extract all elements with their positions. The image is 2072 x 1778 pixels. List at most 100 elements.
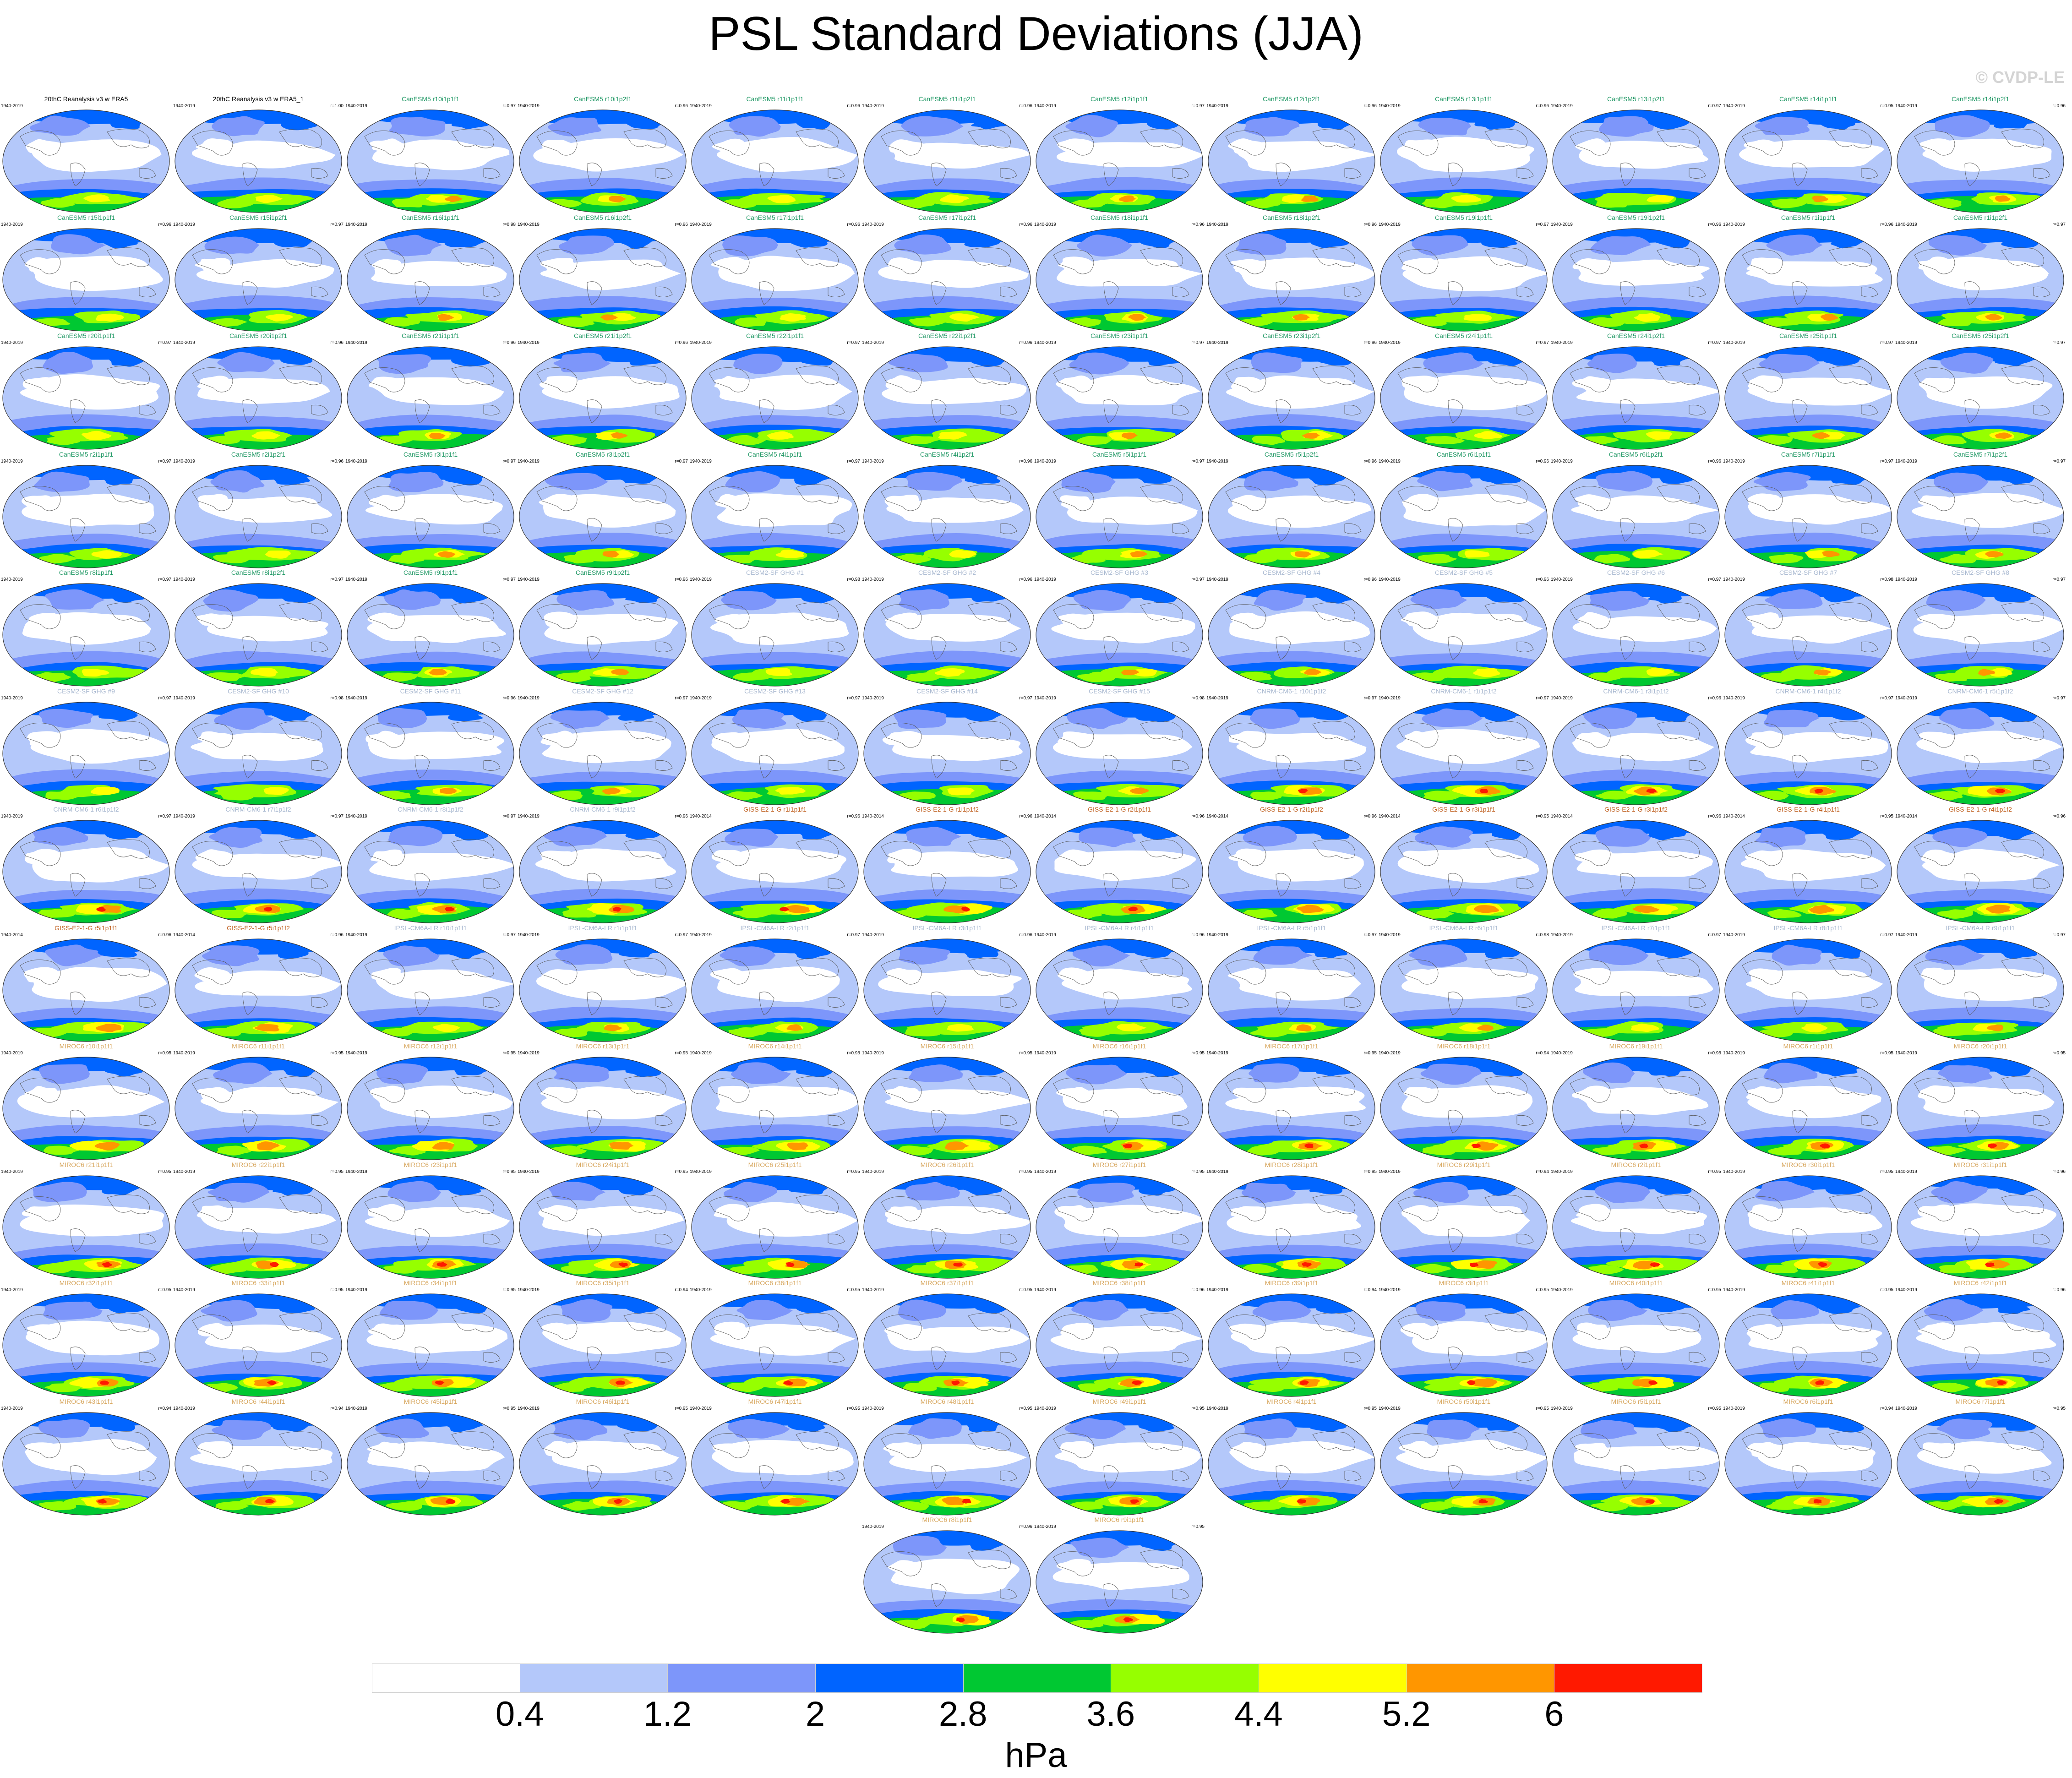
map-panel: MIROC6 r50i1p1f1 1940-2019 r=0.95 xyxy=(1378,1398,1550,1517)
panel-period: 1940-2019 xyxy=(1551,695,1573,701)
panel-pattern-correlation: r=0.94 xyxy=(330,1406,344,1411)
contour-region xyxy=(376,969,514,999)
contour-region xyxy=(1252,436,1286,445)
contour-region xyxy=(1056,1087,1091,1102)
contour-region xyxy=(731,1062,791,1084)
psl-stddev-map xyxy=(1036,1057,1203,1160)
panel-period: 1940-2019 xyxy=(1034,1169,1056,1174)
contour-region xyxy=(22,1206,63,1220)
panel-period: 1940-2019 xyxy=(862,1169,884,1174)
panel-pattern-correlation: r=0.97 xyxy=(158,340,171,345)
panel-pattern-correlation: r=0.97 xyxy=(1708,104,1721,109)
map-panel: IPSL-CM6A-LR r7i1p1f1 1940-2019 r=0.97 xyxy=(1550,924,1722,1043)
contour-region xyxy=(1572,376,1614,392)
map-panel: CanESM5 r2i1p1f1 1940-2019 r=0.97 xyxy=(0,451,172,570)
contour-region xyxy=(1985,313,2002,321)
contour-region xyxy=(908,317,946,327)
contour-region xyxy=(1071,1300,1129,1321)
map-boundary xyxy=(519,346,687,450)
psl-stddev-map xyxy=(1036,1412,1203,1516)
panel-period: 1940-2019 xyxy=(1895,1406,1917,1411)
map-boundary xyxy=(1380,228,1548,332)
panel-title: CESM2-SF GHG #10 xyxy=(228,687,289,695)
contour-region xyxy=(717,1085,748,1102)
map-boundary xyxy=(1380,1057,1548,1160)
panel-period: 1940-2019 xyxy=(1034,104,1056,109)
map-panel: IPSL-CM6A-LR r4i1p1f1 1940-2019 r=0.96 xyxy=(1033,924,1205,1043)
contour-region xyxy=(541,1322,579,1338)
contour-region xyxy=(556,590,615,611)
map-panel: CanESM5 r11i1p1f1 1940-2019 r=0.96 xyxy=(689,95,861,214)
contour-region xyxy=(1405,139,1439,155)
contour-region xyxy=(214,1500,249,1510)
contour-region xyxy=(538,1205,577,1221)
contour-region xyxy=(196,1205,234,1221)
coastline xyxy=(192,957,328,1015)
contour-region xyxy=(1747,493,1787,508)
contour-region xyxy=(102,471,136,485)
contour-region xyxy=(1232,1087,1271,1101)
contour-region xyxy=(1745,850,1783,864)
psl-stddev-map xyxy=(691,1412,859,1516)
contour-region xyxy=(202,945,260,966)
contour-region xyxy=(1999,944,2038,959)
coastline xyxy=(192,484,328,542)
psl-stddev-map xyxy=(2,1293,170,1397)
map-panel: IPSL-CM6A-LR r5i1p1f1 1940-2019 r=0.97 xyxy=(1205,924,1378,1043)
panel-pattern-correlation: r=0.97 xyxy=(2052,577,2066,582)
map-panel: IPSL-CM6A-LR r6i1p1f1 1940-2019 r=0.98 xyxy=(1378,924,1550,1043)
contour-region xyxy=(1232,495,1267,509)
map-panel: CanESM5 r6i1p2f1 1940-2019 r=0.96 xyxy=(1550,451,1722,570)
panel-period: 1940-2019 xyxy=(1379,577,1401,582)
contour-region xyxy=(99,1183,139,1195)
contour-region xyxy=(1474,431,1502,439)
contour-region xyxy=(1070,199,1108,208)
panel-pattern-correlation: r=0.97 xyxy=(1880,695,1893,701)
map-panel: CESM2-SF GHG #10 1940-2019 r=0.98 xyxy=(172,687,344,807)
contour-region xyxy=(1819,116,1855,130)
map-boundary xyxy=(691,1293,859,1397)
map-panel: MIROC6 r27i1p1f1 1940-2019 r=0.95 xyxy=(1033,1161,1205,1280)
panel-pattern-correlation: r=0.96 xyxy=(675,340,688,345)
panel-pattern-correlation: r=0.95 xyxy=(1019,1051,1032,1056)
contour-region xyxy=(908,1064,963,1082)
contour-region xyxy=(1480,471,1521,484)
contour-region xyxy=(1058,967,1098,982)
panel-title: MIROC6 r21i1p1f1 xyxy=(59,1161,113,1168)
contour-region xyxy=(1937,909,1974,919)
contour-region xyxy=(1405,1205,1530,1237)
map-panel: MIROC6 r36i1p1f1 1940-2019 r=0.95 xyxy=(689,1279,861,1398)
map-panel: MIROC6 r3i1p1f1 1940-2019 r=0.95 xyxy=(1378,1279,1550,1398)
panel-pattern-correlation: r=0.97 xyxy=(502,814,516,819)
panel-title: MIROC6 r40i1p1f1 xyxy=(1609,1279,1663,1287)
contour-region xyxy=(1821,313,1838,321)
psl-stddev-map xyxy=(1036,938,1203,1042)
map-boundary xyxy=(1208,1175,1375,1279)
coastline xyxy=(364,1076,501,1134)
contour-region xyxy=(618,1262,628,1267)
contour-region xyxy=(1763,1063,1818,1084)
panel-title: CNRM-CM6-1 r8i1p1f2 xyxy=(398,806,463,813)
coastline xyxy=(1397,484,1534,542)
contour-region xyxy=(197,1087,234,1101)
coastline xyxy=(364,484,501,542)
coastline xyxy=(1053,602,1189,660)
coastline xyxy=(1742,484,1878,542)
contour-region xyxy=(1423,790,1462,801)
contour-region xyxy=(371,967,405,984)
panel-pattern-correlation: r=0.98 xyxy=(502,222,516,227)
psl-stddev-map xyxy=(691,109,859,213)
contour-region xyxy=(889,139,924,155)
panel-title: GISS-E2-1-G r3i1p1f2 xyxy=(1604,806,1668,813)
psl-stddev-map xyxy=(519,464,687,568)
contour-region xyxy=(45,791,83,800)
contour-region xyxy=(1238,849,1364,882)
contour-region xyxy=(270,1261,279,1267)
contour-region xyxy=(47,436,81,445)
psl-stddev-map xyxy=(347,1293,514,1397)
map-boundary xyxy=(1552,820,1720,923)
map-boundary xyxy=(2,464,170,568)
contour-region xyxy=(95,1141,120,1151)
contour-region xyxy=(1451,194,1482,203)
coastline xyxy=(536,129,673,186)
